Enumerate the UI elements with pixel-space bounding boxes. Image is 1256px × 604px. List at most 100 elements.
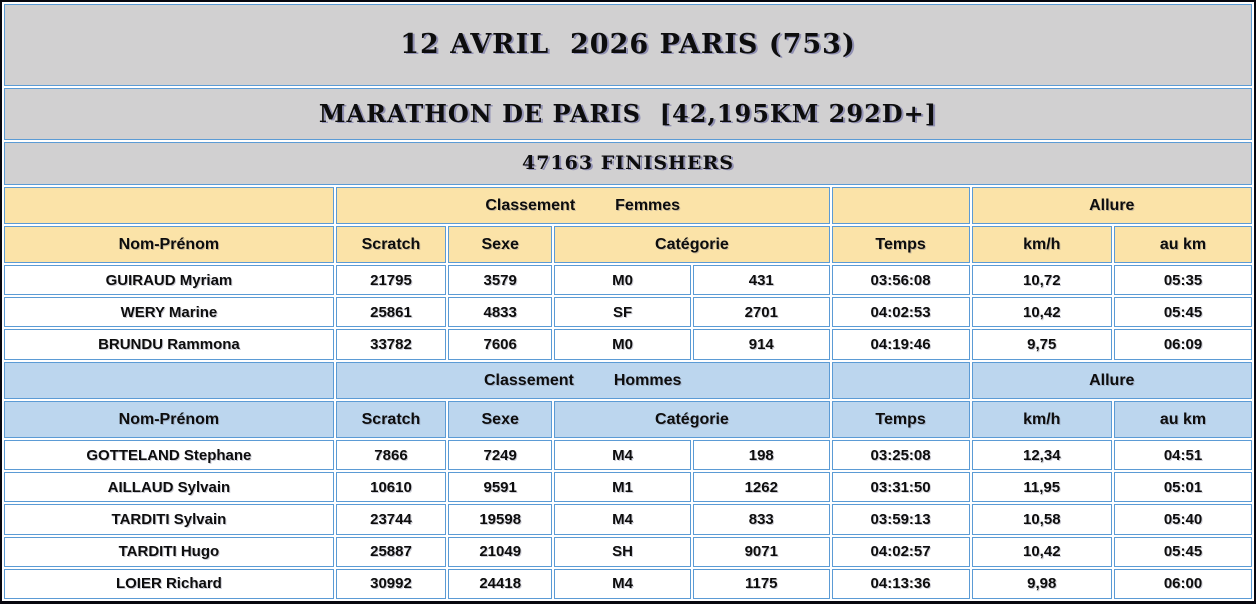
cell-temps: 04:02:57 (831, 536, 970, 567)
cell-temps: 03:56:08 (831, 265, 970, 296)
gender-label-femmes: Femmes (615, 196, 681, 214)
men-classement-header: Classement Hommes (335, 361, 830, 400)
event-name-title: MARATHON DE PARIS [42,195KM 292D+] (4, 87, 1252, 140)
table-row-woman-1: GUIRAUD Myriam 21795 3579 M0 431 03:56:0… (4, 265, 1252, 296)
cell-sexe: 7249 (448, 440, 553, 471)
table-row-man-2: AILLAUD Sylvain 10610 9591 M1 1262 03:31… (4, 472, 1252, 503)
cell-categorie: M1 (554, 472, 691, 503)
cell-scratch: 25861 (335, 297, 447, 328)
cell-sexe: 4833 (448, 297, 553, 328)
cell-temps: 03:31:50 (831, 472, 970, 503)
cell-scratch: 23744 (335, 504, 447, 535)
men-allure-header: Allure (971, 361, 1252, 400)
cell-au-km: 05:45 (1114, 536, 1252, 567)
cell-sexe: 9591 (448, 472, 553, 503)
cell-categorie-rank: 1175 (692, 568, 830, 599)
cell-au-km: 05:45 (1114, 297, 1252, 328)
cell-kmh: 12,34 (971, 440, 1112, 471)
col-header-kmh: km/h (971, 226, 1112, 264)
cell-nom-prenom: BRUNDU Rammona (4, 329, 334, 360)
cell-au-km: 05:40 (1114, 504, 1252, 535)
men-column-header-row: Nom-Prénom Scratch Sexe Catégorie Temps … (4, 401, 1252, 438)
col-header-categorie: Catégorie (554, 226, 830, 264)
women-classement-header: Classement Femmes (335, 186, 830, 225)
cell-nom-prenom: TARDITI Sylvain (4, 504, 334, 535)
classement-label: Classement (484, 371, 574, 389)
col-header-scratch: Scratch (335, 401, 447, 438)
cell-sexe: 3579 (448, 265, 553, 296)
col-header-nom-prenom: Nom-Prénom (4, 226, 334, 264)
cell-categorie: SF (554, 297, 691, 328)
cell-categorie-rank: 2701 (692, 297, 830, 328)
title-row-finishers: 47163 FINISHERS (4, 141, 1252, 185)
gender-label-hommes: Hommes (613, 371, 682, 389)
col-header-categorie: Catégorie (554, 401, 830, 438)
col-header-kmh: km/h (971, 401, 1112, 438)
cell-categorie-rank: 914 (692, 329, 830, 360)
women-column-header-row: Nom-Prénom Scratch Sexe Catégorie Temps … (4, 226, 1252, 264)
cell-categorie-rank: 833 (692, 504, 830, 535)
cell-kmh: 10,58 (971, 504, 1112, 535)
men-group-header-row: Classement Hommes Allure (4, 361, 1252, 400)
cell-nom-prenom: AILLAUD Sylvain (4, 472, 334, 503)
cell-kmh: 9,75 (971, 329, 1112, 360)
cell-nom-prenom: TARDITI Hugo (4, 536, 334, 567)
col-header-sexe: Sexe (448, 226, 553, 264)
title-row-date: 12 AVRIL 2026 PARIS (753) (4, 4, 1252, 86)
cell-scratch: 21795 (335, 265, 447, 296)
table-row-man-5: LOIER Richard 30992 24418 M4 1175 04:13:… (4, 568, 1252, 599)
cell-au-km: 06:09 (1114, 329, 1252, 360)
classement-label: Classement (485, 196, 576, 214)
cell-categorie-rank: 1262 (692, 472, 830, 503)
cell-nom-prenom: GUIRAUD Myriam (4, 265, 334, 296)
cell-categorie-rank: 198 (692, 440, 830, 471)
cell-kmh: 10,42 (971, 536, 1112, 567)
cell-categorie: M0 (554, 265, 691, 296)
table-row-woman-3: BRUNDU Rammona 33782 7606 M0 914 04:19:4… (4, 329, 1252, 360)
cell-kmh: 11,95 (971, 472, 1112, 503)
cell-temps: 04:13:36 (831, 568, 970, 599)
empty-cell (4, 186, 334, 225)
table-row-man-1: GOTTELAND Stephane 7866 7249 M4 198 03:2… (4, 440, 1252, 471)
cell-categorie: M4 (554, 440, 691, 471)
col-header-temps: Temps (831, 226, 970, 264)
col-header-sexe: Sexe (448, 401, 553, 438)
cell-temps: 04:02:53 (831, 297, 970, 328)
cell-categorie-rank: 431 (692, 265, 830, 296)
cell-au-km: 05:01 (1114, 472, 1252, 503)
col-header-au-km: au km (1114, 226, 1252, 264)
table-row-woman-2: WERY Marine 25861 4833 SF 2701 04:02:53 … (4, 297, 1252, 328)
cell-scratch: 10610 (335, 472, 447, 503)
cell-sexe: 21049 (448, 536, 553, 567)
cell-scratch: 25887 (335, 536, 447, 567)
cell-nom-prenom: LOIER Richard (4, 568, 334, 599)
cell-temps: 03:59:13 (831, 504, 970, 535)
cell-au-km: 04:51 (1114, 440, 1252, 471)
col-header-nom-prenom: Nom-Prénom (4, 401, 334, 438)
cell-categorie: M0 (554, 329, 691, 360)
women-allure-header: Allure (971, 186, 1252, 225)
finishers-count-title: 47163 FINISHERS (4, 141, 1252, 185)
cell-scratch: 7866 (335, 440, 447, 471)
cell-temps: 04:19:46 (831, 329, 970, 360)
cell-temps: 03:25:08 (831, 440, 970, 471)
col-header-au-km: au km (1114, 401, 1252, 438)
cell-au-km: 05:35 (1114, 265, 1252, 296)
empty-cell (831, 186, 970, 225)
cell-categorie: M4 (554, 568, 691, 599)
cell-kmh: 9,98 (971, 568, 1112, 599)
col-header-temps: Temps (831, 401, 970, 438)
cell-categorie-rank: 9071 (692, 536, 830, 567)
cell-kmh: 10,72 (971, 265, 1112, 296)
cell-au-km: 06:00 (1114, 568, 1252, 599)
empty-cell (831, 361, 970, 400)
empty-cell (4, 361, 334, 400)
cell-nom-prenom: GOTTELAND Stephane (4, 440, 334, 471)
cell-nom-prenom: WERY Marine (4, 297, 334, 328)
women-group-header-row: Classement Femmes Allure (4, 186, 1252, 225)
cell-categorie: SH (554, 536, 691, 567)
table-row-man-4: TARDITI Hugo 25887 21049 SH 9071 04:02:5… (4, 536, 1252, 567)
cell-scratch: 30992 (335, 568, 447, 599)
